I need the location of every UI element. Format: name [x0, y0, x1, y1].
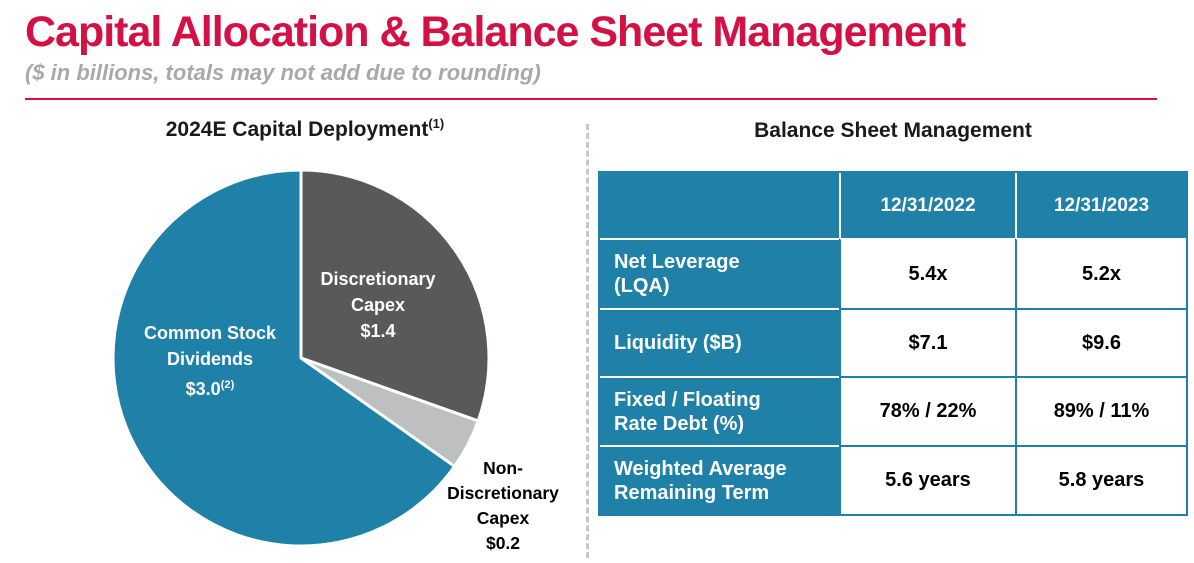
table-title: Balance Sheet Management — [754, 119, 1032, 142]
pie-label-line: Dividends — [166, 349, 254, 369]
table-cell: 5.8 years — [1015, 445, 1186, 514]
row-label-net-leverage: Net Leverage (LQA) — [600, 238, 839, 308]
table-cell: $7.1 — [839, 308, 1015, 376]
pie-label-common-stock-dividends: Common Stock Dividends $3.0(2) — [110, 320, 310, 402]
pie-label-value: $3.0(2) — [185, 379, 235, 399]
balance-sheet-table: 12/31/2022 12/31/2023 Net Leverage (LQA)… — [598, 171, 1188, 516]
pie-label-line: Discretionary — [320, 269, 436, 289]
column-header-2022: 12/31/2022 — [839, 173, 1015, 238]
table-cell: 78% / 22% — [839, 376, 1015, 445]
slide-title: Capital Allocation & Balance Sheet Manag… — [25, 8, 966, 56]
pie-label-line: Capex — [476, 508, 530, 528]
table-corner-cell — [600, 173, 839, 238]
table-cell: 5.2x — [1015, 238, 1186, 308]
section-divider — [586, 124, 589, 558]
pie-slice-discretionary-capex — [299, 168, 491, 423]
row-label-weighted-average-term: Weighted Average Remaining Term — [600, 445, 839, 514]
pie-chart — [111, 168, 491, 548]
title-underline — [25, 98, 1157, 100]
row-label-liquidity: Liquidity ($B) — [600, 308, 839, 376]
pie-label-line: Discretionary — [447, 483, 559, 503]
row-label-fixed-floating: Fixed / Floating Rate Debt (%) — [600, 376, 839, 445]
pie-label-value: $0.2 — [485, 533, 521, 553]
table-cell: $9.6 — [1015, 308, 1186, 376]
pie-chart-title: 2024E Capital Deployment(1) — [15, 116, 595, 142]
pie-label-value: $1.4 — [360, 321, 396, 341]
pie-label-discretionary-capex: Discretionary Capex $1.4 — [288, 266, 468, 344]
pie-slice-common-stock-dividends — [111, 168, 457, 548]
footnote-marker-2: (2) — [220, 379, 235, 391]
footnote-marker-1: (1) — [428, 116, 445, 131]
pie-label-line: Common Stock — [143, 323, 276, 343]
slide-subtitle: ($ in billions, totals may not add due t… — [25, 60, 541, 85]
table-cell: 89% / 11% — [1015, 376, 1186, 445]
table-cell: 5.6 years — [839, 445, 1015, 514]
pie-label-line: Capex — [350, 295, 406, 315]
pie-label-line: Non- — [483, 458, 523, 478]
pie-chart-title-text: 2024E Capital Deployment — [165, 118, 429, 141]
table-cell: 5.4x — [839, 238, 1015, 308]
pie-label-non-discretionary-capex: Non- Discretionary Capex $0.2 — [418, 456, 588, 556]
column-header-2023: 12/31/2023 — [1015, 173, 1186, 238]
